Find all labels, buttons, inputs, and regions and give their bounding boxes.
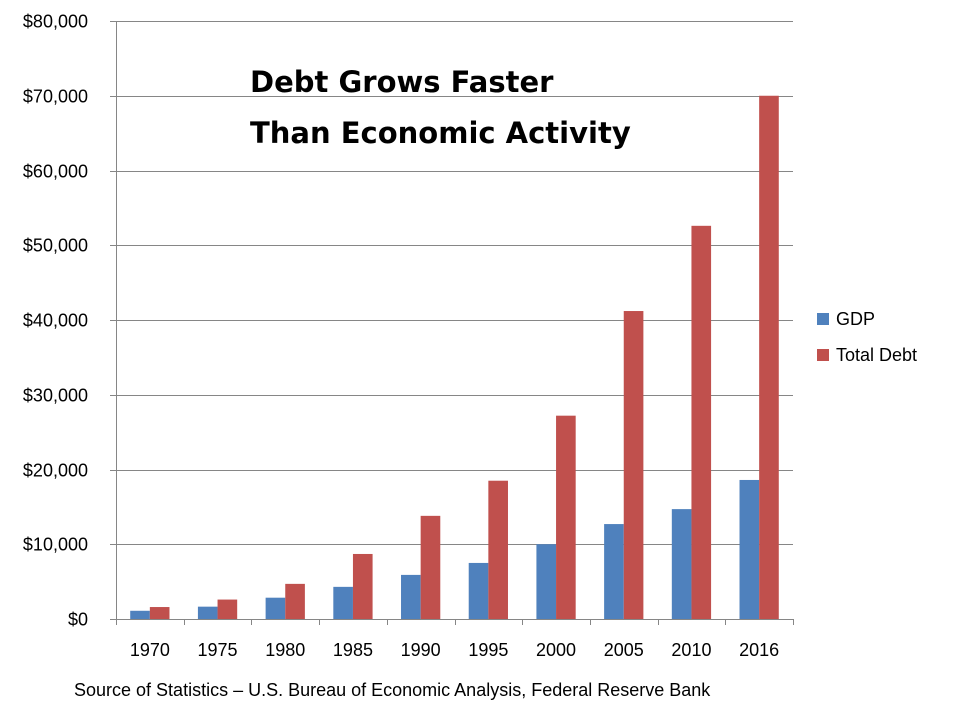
y-tick-label: $20,000	[23, 461, 88, 481]
gridlines	[116, 21, 793, 620]
y-tick-label: $80,000	[23, 12, 88, 32]
x-tick-label: 1980	[265, 640, 305, 660]
bar-total-debt-1975	[217, 599, 238, 619]
bar-total-debt-1970	[149, 607, 170, 619]
bar-total-debt-2000	[556, 415, 576, 619]
bar-gdp-1970	[130, 610, 150, 619]
x-tick-label: 1975	[198, 640, 238, 660]
y-tick-label: $30,000	[23, 386, 88, 406]
y-tick-label: $0	[68, 610, 88, 630]
bar-gdp-1990	[401, 574, 421, 619]
y-tick-label: $60,000	[23, 162, 88, 182]
x-tick-label: 1990	[401, 640, 441, 660]
bar-gdp-2005	[604, 524, 624, 619]
bar-total-debt-1990	[420, 515, 441, 619]
source-note: Source of Statistics – U.S. Bureau of Ec…	[74, 680, 711, 700]
bar-gdp-1975	[197, 606, 218, 619]
y-tick-label: $40,000	[23, 311, 88, 331]
bar-marks	[130, 95, 779, 619]
bar-gdp-1995	[468, 562, 489, 619]
y-tick-labels: $0 $10,000 $20,000 $30,000 $40,000 $50,000 $60…	[23, 12, 88, 630]
legend: GDP Total Debt	[817, 309, 917, 365]
x-tick-label: 2010	[671, 640, 711, 660]
x-tick-label: 1970	[130, 640, 170, 660]
legend-swatch-total-debt	[817, 349, 829, 361]
x-tick-label: 2016	[739, 640, 779, 660]
bar-total-debt-1985	[352, 553, 373, 619]
legend-label: GDP	[836, 309, 875, 329]
bar-gdp-2016	[739, 479, 760, 619]
bar-total-debt-1980	[285, 583, 305, 619]
bar-total-debt-2010	[691, 225, 712, 619]
bar-total-debt-1995	[488, 480, 508, 619]
legend-label: Total Debt	[836, 345, 917, 365]
y-tick-label: $70,000	[23, 87, 88, 107]
bar-gdp-2010	[671, 509, 692, 619]
chart-title: Debt Grows Faster Than Economic Activity	[250, 65, 631, 150]
x-tick-label: 1985	[333, 640, 373, 660]
bar-total-debt-2016	[759, 95, 779, 619]
axes	[110, 21, 794, 625]
bar-gdp-2000	[536, 544, 557, 619]
y-tick-label: $50,000	[23, 236, 88, 256]
x-tick-label: 2000	[536, 640, 576, 660]
chart-title-line-2: Than Economic Activity	[250, 116, 631, 150]
chart-title-line-1: Debt Grows Faster	[250, 65, 554, 99]
legend-swatch-gdp	[817, 313, 829, 325]
x-tick-label: 2005	[604, 640, 644, 660]
bar-gdp-1985	[333, 586, 353, 619]
y-tick-label: $10,000	[23, 535, 88, 555]
bar-gdp-1980	[265, 597, 286, 619]
x-tick-labels: 1970 1975 1980 1985 1990 1995 2000 2005 2010 2016	[130, 640, 779, 660]
x-tick-label: 1995	[468, 640, 508, 660]
bar-total-debt-2005	[623, 311, 644, 619]
